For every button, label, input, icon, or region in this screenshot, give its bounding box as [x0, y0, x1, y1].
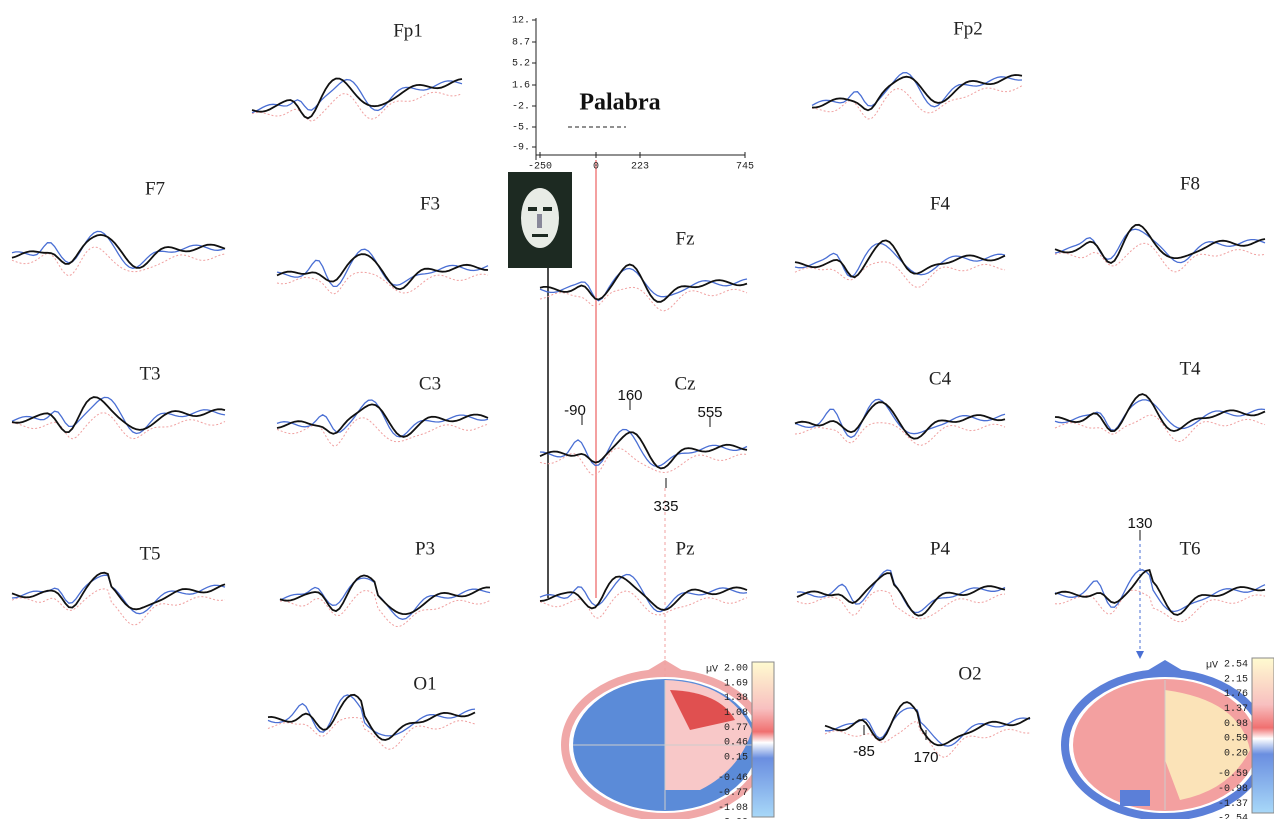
waveform-black [1055, 394, 1265, 431]
colorbar-label: -1.08 [718, 803, 748, 814]
colorbar-label: -0.59 [1218, 769, 1248, 780]
electrode-label: T4 [1179, 358, 1201, 379]
colorbar-unit: µV [1206, 661, 1218, 672]
electrode-label: Fz [676, 228, 695, 249]
colorbar-label: 1.76 [1224, 689, 1248, 700]
colorbar-label: -0.98 [1218, 784, 1248, 795]
colorbar-label: 1.08 [724, 708, 748, 719]
electrode-label: P3 [415, 538, 435, 559]
electrode-label: C4 [929, 368, 952, 389]
waveform-black [1055, 225, 1265, 263]
waveform-blue [268, 695, 475, 736]
electrode-label: Fp2 [953, 18, 983, 39]
waveform-black [12, 235, 225, 268]
waveform-control [795, 262, 1005, 288]
latency-label: 130 [1127, 515, 1152, 532]
electrode-label: F3 [420, 193, 440, 214]
electrode-label: Pz [676, 538, 695, 559]
electrode-label: Cz [674, 373, 695, 394]
electrode-label: F7 [145, 178, 165, 199]
waveform-control [268, 718, 475, 750]
latency-label: 160 [617, 387, 642, 404]
x-tick-label: -250 [528, 162, 552, 173]
waveform-blue [795, 243, 1005, 277]
waveform-blue [825, 708, 1030, 746]
waveform-black [252, 79, 462, 119]
y-tick-label: -5. [512, 123, 530, 134]
x-tick-label: 745 [736, 162, 754, 173]
colorbar-label: 0.59 [1224, 734, 1248, 745]
electrode-label: T6 [1179, 538, 1200, 559]
waveform-control [277, 418, 488, 446]
y-tick-label: 5.2 [512, 59, 530, 70]
colorbar [752, 662, 774, 817]
y-tick-label: -9. [512, 143, 530, 154]
scale-title: Palabra [579, 90, 660, 116]
colorbar-label: 2.15 [1224, 674, 1248, 685]
colorbar-label: -1.37 [1218, 799, 1248, 810]
colorbar-label: 1.38 [724, 693, 748, 704]
electrode-label: O2 [958, 663, 981, 684]
colorbar-label: 0.77 [724, 723, 748, 734]
electrode-label: O1 [413, 673, 436, 694]
waveform-black [1055, 570, 1265, 615]
waveform-blue [795, 399, 1005, 437]
waveform-control [540, 448, 747, 475]
colorbar-label: -2.54 [1218, 814, 1248, 819]
waveform-black [277, 404, 488, 437]
erp-figure: Palabra 12. 8.7 5.2 1.6 -2. -5. -9. -250 0 223 745… [0, 0, 1274, 819]
electrode-label: P4 [930, 538, 951, 559]
colorbar-label: 0.20 [1224, 748, 1248, 759]
waveform-black [797, 573, 1005, 616]
waveform-black [12, 397, 225, 432]
waveform-black [825, 702, 1030, 745]
colorbar-label: 0.15 [724, 752, 748, 763]
y-tick-label: -2. [512, 102, 530, 113]
waveform-black [795, 240, 1005, 277]
electrode-label: T5 [139, 543, 160, 564]
colorbar-label: 1.37 [1224, 704, 1248, 715]
electrode-label: C3 [419, 373, 441, 394]
waveform-black [795, 402, 1005, 439]
latency-label: 335 [653, 498, 678, 515]
waveform-blue [1055, 400, 1265, 430]
latency-label: -90 [564, 402, 586, 419]
y-tick-label: 12. [512, 16, 530, 27]
waveform-control [1055, 590, 1265, 622]
colorbar-label: 2.54 [1224, 660, 1248, 671]
colorbar-label: 0.98 [1224, 719, 1248, 730]
colorbar-unit: µV [706, 665, 718, 676]
colorbar-label: 0.46 [724, 738, 748, 749]
latency-label: -85 [853, 743, 875, 760]
face-stimulus [508, 172, 572, 268]
waveform-blue [1055, 229, 1265, 262]
electrode-label: F8 [1180, 173, 1200, 194]
waveform-blue [280, 578, 490, 619]
waveform-blue [812, 73, 1022, 107]
colorbar-label: 1.69 [724, 678, 748, 689]
colorbar-label: -0.46 [718, 773, 748, 784]
waveform-blue [540, 269, 747, 301]
x-tick-label: 0 [593, 162, 599, 173]
waveform-black [540, 432, 747, 468]
latency-label: 555 [697, 404, 722, 421]
y-tick-label: 8.7 [512, 38, 530, 49]
y-tick-label: 1.6 [512, 81, 530, 92]
electrode-label: T3 [139, 363, 160, 384]
colorbar [1252, 658, 1274, 813]
waveform-black [12, 573, 225, 610]
electrode-label: F4 [930, 193, 951, 214]
waveform-control [12, 247, 225, 276]
latency-label: 170 [913, 749, 938, 766]
x-tick-label: 223 [631, 162, 649, 173]
waveform-control [277, 272, 488, 294]
waveform-blue [277, 400, 488, 437]
waveform-control [1055, 243, 1265, 272]
colorbar-label: -0.77 [718, 788, 748, 799]
electrode-label: Fp1 [393, 20, 423, 41]
colorbar-label: 2.00 [724, 664, 748, 675]
waveform-black [277, 254, 488, 289]
